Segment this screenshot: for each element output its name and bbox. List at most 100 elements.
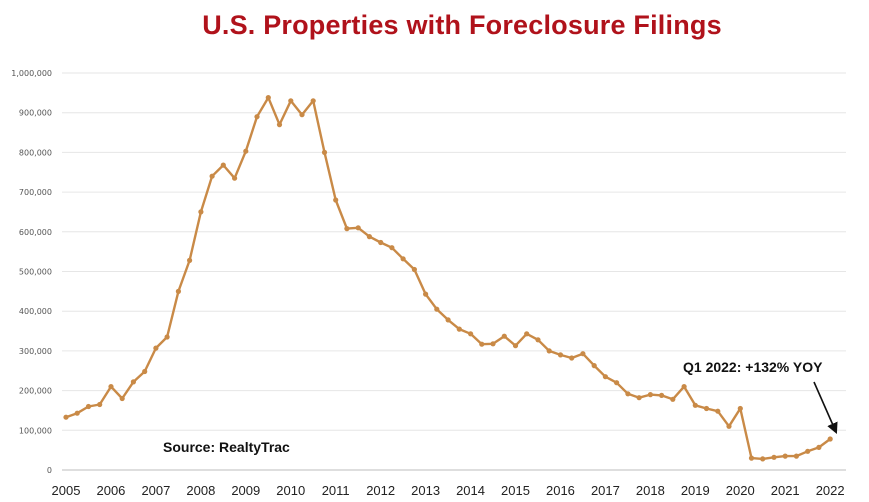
data-point — [580, 351, 586, 357]
x-tick-label: 2005 — [52, 483, 81, 498]
data-point — [726, 423, 732, 429]
data-point — [119, 395, 125, 402]
gridlines — [62, 72, 846, 471]
x-tick-label: 2007 — [141, 483, 170, 498]
y-tick-label: 300,000 — [19, 347, 52, 356]
data-point — [737, 405, 743, 412]
data-point — [355, 225, 361, 231]
y-tick-label: 600,000 — [19, 228, 52, 237]
data-point — [209, 173, 215, 179]
data-point — [760, 456, 766, 462]
annotation-arrow — [813, 381, 838, 435]
data-point — [557, 352, 564, 358]
x-tick-label: 2019 — [681, 483, 710, 498]
data-point — [670, 396, 676, 402]
data-point — [333, 197, 339, 203]
data-point — [546, 348, 552, 354]
data-point — [771, 454, 777, 460]
annotations: Source: RealtyTrac Q1 2022: +132% YOY — [163, 359, 838, 455]
data-point — [715, 408, 721, 414]
x-tick-label: 2008 — [186, 483, 215, 498]
x-axis: 2005 2006 2007 2008 2009 2010 2011 2012 2013 2014… — [52, 483, 845, 498]
data-point — [366, 234, 372, 240]
data-point — [591, 363, 597, 369]
y-tick-label: 100,000 — [19, 426, 52, 435]
data-point — [535, 337, 541, 343]
data-point — [692, 402, 698, 408]
data-point — [321, 149, 328, 155]
x-tick-label: 2014 — [456, 483, 485, 498]
data-point — [445, 317, 451, 323]
data-point — [501, 333, 507, 339]
data-point — [827, 436, 833, 442]
y-tick-label: 500,000 — [19, 268, 52, 277]
data-point — [681, 384, 687, 390]
data-point — [614, 380, 620, 386]
data-point — [703, 405, 710, 412]
data-point — [411, 266, 417, 273]
data-point — [175, 288, 181, 294]
source-annotation: Source: RealtyTrac — [163, 439, 290, 455]
data-point — [636, 395, 642, 401]
data-point — [748, 455, 755, 461]
data-point — [512, 343, 519, 349]
y-tick-label: 0 — [47, 466, 52, 475]
x-tick-label: 2011 — [322, 483, 350, 498]
data-point — [400, 256, 406, 262]
data-point — [625, 391, 631, 397]
data-point — [602, 374, 609, 380]
y-axis: 0 100,000 200,000 300,000 400,000 500,000 600,… — [11, 69, 52, 475]
data-point — [142, 368, 148, 375]
x-tick-label: 2018 — [636, 483, 665, 498]
data-point — [805, 448, 811, 454]
data-point — [456, 326, 462, 332]
data-point — [97, 401, 103, 408]
x-tick-label: 2010 — [276, 483, 305, 498]
data-point — [130, 379, 136, 385]
data-point — [490, 341, 496, 347]
x-tick-label: 2015 — [501, 483, 530, 498]
series-foreclosure-filings — [63, 95, 833, 462]
data-point — [108, 384, 114, 390]
x-tick-label: 2017 — [591, 483, 620, 498]
data-point — [378, 239, 384, 246]
y-tick-label: 800,000 — [19, 148, 52, 157]
x-tick-label: 2022 — [816, 483, 845, 498]
data-point — [153, 345, 159, 351]
data-point — [164, 334, 170, 340]
y-tick-label: 200,000 — [19, 387, 52, 396]
data-point — [63, 414, 69, 420]
x-tick-label: 2009 — [231, 483, 260, 498]
data-point — [524, 331, 530, 337]
data-point — [389, 245, 395, 251]
data-point — [344, 226, 350, 232]
data-point — [265, 95, 271, 101]
data-point — [782, 453, 788, 459]
data-point — [243, 148, 249, 154]
data-point — [220, 162, 226, 168]
chart-title: U.S. Properties with Foreclosure Filings — [202, 10, 722, 40]
x-tick-label: 2016 — [546, 483, 575, 498]
data-point — [434, 306, 440, 312]
data-point — [468, 331, 474, 337]
data-point — [232, 175, 238, 181]
x-tick-label: 2006 — [96, 483, 125, 498]
x-tick-label: 2013 — [411, 483, 440, 498]
y-tick-label: 400,000 — [19, 307, 52, 316]
data-point — [299, 112, 305, 118]
data-point — [569, 355, 575, 361]
data-point — [198, 209, 204, 215]
data-point — [288, 98, 294, 104]
data-point — [479, 341, 485, 347]
data-point — [254, 114, 260, 120]
y-tick-label: 700,000 — [19, 188, 52, 197]
y-tick-label: 900,000 — [19, 109, 52, 118]
x-tick-label: 2012 — [366, 483, 395, 498]
series-line — [64, 96, 832, 461]
data-point — [276, 122, 283, 128]
data-point — [816, 444, 822, 450]
data-point — [647, 392, 654, 398]
y-tick-label: 1,000,000 — [11, 69, 52, 78]
x-tick-label: 2020 — [726, 483, 755, 498]
data-point — [85, 403, 92, 410]
